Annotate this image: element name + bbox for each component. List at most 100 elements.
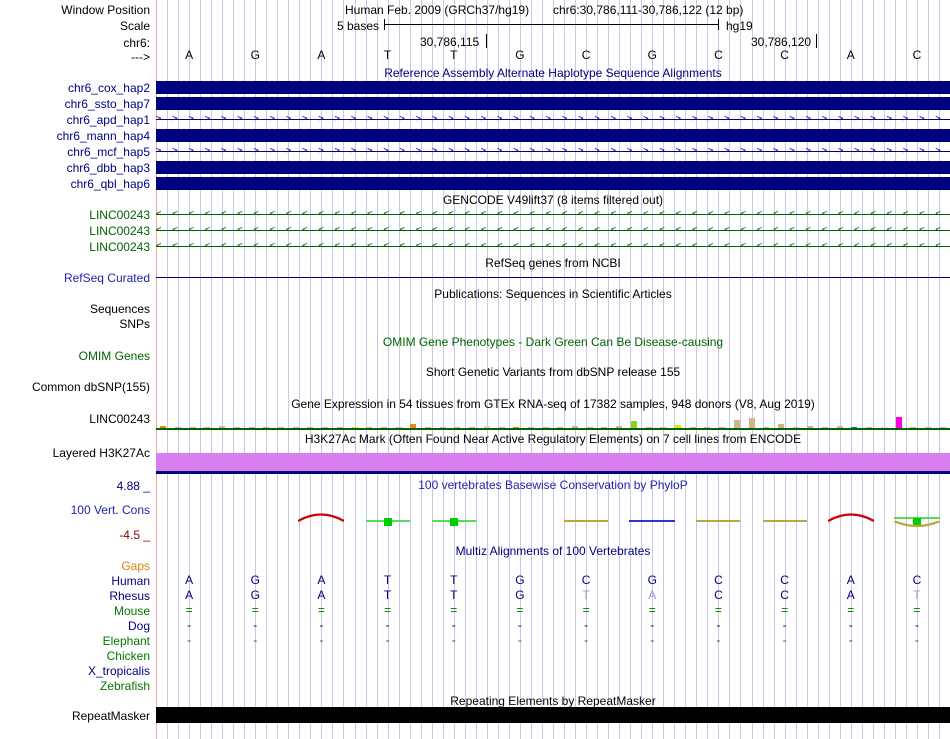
- gtex-tissue-bar[interactable]: [925, 427, 931, 428]
- gtex-tissue-bar[interactable]: [704, 427, 710, 428]
- gtex-tissue-bar[interactable]: [278, 427, 284, 428]
- gtex-tissue-bar[interactable]: [690, 427, 696, 428]
- gtex-tissue-bar[interactable]: [793, 427, 799, 428]
- haplotype-alignment-bar[interactable]: [156, 161, 950, 174]
- multiz-species-label-Human[interactable]: Human: [111, 574, 150, 588]
- gridline: [432, 0, 433, 739]
- haplotype-alignment-bar[interactable]: [156, 97, 950, 110]
- haplotype-label-chr6_qbl_hap6[interactable]: chr6_qbl_hap6: [70, 177, 150, 191]
- multiz-species-label-X_tropicalis[interactable]: X_tropicalis: [87, 664, 150, 678]
- conservation-plot[interactable]: [156, 500, 950, 540]
- gtex-tissue-bar[interactable]: [307, 427, 313, 428]
- gencode-transcript-line[interactable]: < < < < < < < < < < < < < < < < < < < < …: [156, 209, 950, 220]
- gencode-gene-label[interactable]: LINC00243: [89, 208, 150, 222]
- gencode-gene-label[interactable]: LINC00243: [89, 240, 150, 254]
- publications-snps-label[interactable]: SNPs: [119, 317, 150, 331]
- gtex-tissue-bar[interactable]: [484, 426, 490, 428]
- gtex-tissue-bar[interactable]: [249, 427, 255, 428]
- gtex-tissue-bar[interactable]: [499, 427, 505, 428]
- haplotype-alignment-bar[interactable]: [156, 177, 950, 190]
- gtex-tissue-bar[interactable]: [381, 427, 387, 428]
- gtex-tissue-bar[interactable]: [866, 427, 872, 428]
- gtex-tissue-bar[interactable]: [822, 427, 828, 428]
- haplotype-label-chr6_cox_hap2[interactable]: chr6_cox_hap2: [67, 81, 150, 95]
- haplotype-alignment-bar[interactable]: [156, 81, 950, 94]
- gtex-tissue-bar[interactable]: [410, 424, 416, 428]
- gtex-tissue-bar[interactable]: [425, 427, 431, 428]
- gtex-tissue-bar[interactable]: [263, 427, 269, 428]
- gtex-tissue-bar[interactable]: [631, 421, 637, 428]
- gtex-tissue-bar[interactable]: [807, 426, 813, 428]
- gtex-expression-barchart[interactable]: [156, 412, 950, 430]
- gtex-tissue-bar[interactable]: [160, 426, 166, 428]
- gtex-tissue-bar[interactable]: [940, 427, 946, 428]
- gtex-tissue-bar[interactable]: [352, 427, 358, 428]
- gtex-tissue-bar[interactable]: [322, 427, 328, 428]
- omim-genes-label[interactable]: OMIM Genes: [78, 349, 150, 363]
- gtex-tissue-bar[interactable]: [513, 427, 519, 428]
- gtex-tissue-bar[interactable]: [896, 417, 902, 428]
- gtex-tissue-bar[interactable]: [881, 427, 887, 428]
- gencode-transcript-line[interactable]: < < < < < < < < < < < < < < < < < < < < …: [156, 241, 950, 252]
- gridline: [740, 0, 741, 739]
- haplotype-alignment-line[interactable]: > > > > > > > > > > > > > > > > > > > > …: [156, 146, 950, 157]
- gtex-tissue-bar[interactable]: [175, 427, 181, 428]
- gtex-tissue-bar[interactable]: [660, 427, 666, 428]
- gtex-tissue-bar[interactable]: [749, 418, 755, 428]
- gtex-tissue-bar[interactable]: [204, 427, 210, 428]
- publications-sequences-label[interactable]: Sequences: [89, 302, 150, 316]
- gtex-tissue-bar[interactable]: [646, 427, 652, 428]
- gtex-tissue-bar[interactable]: [557, 427, 563, 428]
- conservation-label[interactable]: 100 Vert. Cons: [70, 503, 150, 517]
- sequence-base: T: [450, 48, 458, 62]
- multiz-species-label-Chicken[interactable]: Chicken: [106, 649, 150, 663]
- gtex-tissue-bar[interactable]: [293, 427, 299, 428]
- gtex-tissue-bar[interactable]: [234, 427, 240, 428]
- gtex-tissue-bar[interactable]: [528, 427, 534, 428]
- gtex-tissue-bar[interactable]: [910, 427, 916, 428]
- gtex-tissue-bar[interactable]: [219, 426, 225, 428]
- gtex-tissue-bar[interactable]: [440, 427, 446, 428]
- feature-line: [156, 230, 950, 231]
- multiz-species-label-Mouse[interactable]: Mouse: [113, 604, 150, 618]
- gtex-tissue-bar[interactable]: [837, 426, 843, 428]
- alt-haplotype-track-title: Reference Assembly Alternate Haplotype S…: [384, 66, 722, 80]
- gtex-tissue-bar[interactable]: [396, 427, 402, 428]
- dbsnp-label[interactable]: Common dbSNP(155): [31, 380, 150, 394]
- haplotype-label-chr6_dbb_hap3[interactable]: chr6_dbb_hap3: [66, 161, 150, 175]
- gtex-tissue-bar[interactable]: [572, 426, 578, 428]
- haplotype-label-chr6_ssto_hap7[interactable]: chr6_ssto_hap7: [64, 97, 150, 111]
- gtex-tissue-bar[interactable]: [543, 427, 549, 428]
- haplotype-label-chr6_mann_hap4[interactable]: chr6_mann_hap4: [56, 129, 150, 143]
- gtex-gene-label[interactable]: LINC00243: [89, 412, 150, 426]
- refseq-label[interactable]: RefSeq Curated: [63, 271, 150, 285]
- gtex-tissue-bar[interactable]: [454, 427, 460, 428]
- gtex-tissue-bar[interactable]: [763, 427, 769, 428]
- haplotype-alignment-line[interactable]: > > > > > > > > > > > > > > > > > > > > …: [156, 114, 950, 125]
- gtex-tissue-bar[interactable]: [851, 427, 857, 428]
- repeatmasker-label[interactable]: RepeatMasker: [71, 709, 150, 723]
- multiz-species-label-Rhesus[interactable]: Rhesus: [109, 589, 150, 603]
- gtex-tissue-bar[interactable]: [616, 426, 622, 428]
- gencode-transcript-line[interactable]: < < < < < < < < < < < < < < < < < < < < …: [156, 225, 950, 236]
- gtex-tissue-bar[interactable]: [719, 427, 725, 428]
- haplotype-label-chr6_apd_hap1[interactable]: chr6_apd_hap1: [66, 113, 150, 127]
- multiz-species-label-Zebrafish[interactable]: Zebrafish: [99, 679, 150, 693]
- multiz-species-label-Dog[interactable]: Dog: [127, 619, 150, 633]
- gtex-tissue-bar[interactable]: [734, 420, 740, 428]
- gtex-tissue-bar[interactable]: [469, 427, 475, 428]
- gtex-tissue-bar[interactable]: [366, 427, 372, 428]
- gtex-tissue-bar[interactable]: [190, 427, 196, 428]
- haplotype-label-chr6_mcf_hap5[interactable]: chr6_mcf_hap5: [67, 145, 150, 159]
- gtex-tissue-bar[interactable]: [778, 424, 784, 428]
- gtex-tissue-bar[interactable]: [601, 427, 607, 428]
- repeatmasker-feature-bar[interactable]: [156, 707, 950, 723]
- gtex-tissue-bar[interactable]: [675, 425, 681, 428]
- gencode-gene-label[interactable]: LINC00243: [89, 224, 150, 238]
- h3k27ac-label[interactable]: Layered H3K27Ac: [52, 446, 150, 460]
- h3k27ac-signal-band[interactable]: [156, 453, 950, 471]
- multiz-species-label-Elephant[interactable]: Elephant: [102, 634, 150, 648]
- haplotype-alignment-bar[interactable]: [156, 129, 950, 142]
- gtex-tissue-bar[interactable]: [587, 427, 593, 428]
- gtex-tissue-bar[interactable]: [337, 427, 343, 428]
